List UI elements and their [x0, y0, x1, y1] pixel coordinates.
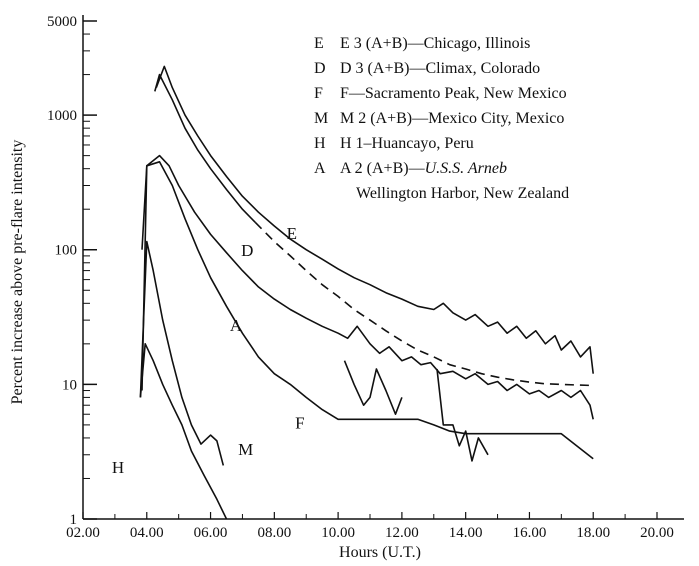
curves	[139, 65, 594, 520]
y-tick-label: 1000	[47, 108, 77, 124]
x-tick-label: 14.00	[449, 525, 483, 541]
y-ticks: 1 10 100 1000 5000	[47, 14, 97, 528]
y-tick-label: 5000	[47, 14, 77, 30]
x-tick-label: 18.00	[576, 525, 610, 541]
series-line	[343, 360, 403, 415]
legend-entry-d: D 3 (A+B)—Climax, Colorado	[340, 60, 540, 77]
y-tick-label: 1	[70, 512, 78, 528]
x-tick-label: 02.00	[66, 525, 100, 541]
x-tick-label: 16.00	[513, 525, 547, 541]
legend-entry-a: A 2 (A+B)—U.S.S. Arneb	[340, 160, 507, 177]
curve-label-h: H	[112, 458, 124, 477]
series-line-a	[141, 154, 594, 420]
legend-key-a: A	[314, 160, 326, 177]
series-line-m	[139, 240, 225, 466]
curve-label-d: D	[241, 241, 253, 260]
legend-entry-h: H 1–Huancayo, Peru	[340, 135, 474, 152]
series-line	[436, 368, 489, 462]
legend-entry-a-line2: Wellington Harbor, New Zealand	[356, 185, 569, 202]
legend-entry-f: F—Sacramento Peak, New Mexico	[340, 85, 567, 102]
legend-key-m: M	[314, 110, 328, 127]
series-line-d-dashed	[254, 221, 594, 387]
x-tick-label: 06.00	[194, 525, 228, 541]
x-tick-label: 10.00	[321, 525, 355, 541]
legend-key-e: E	[314, 35, 324, 52]
legend-key-d: D	[314, 60, 326, 77]
y-minor-ticks	[83, 20, 90, 479]
x-axis-title: Hours (U.T.)	[339, 544, 421, 561]
series-line-e	[155, 65, 594, 374]
curve-label-a: A	[230, 316, 243, 335]
x-tick-label: 04.00	[130, 525, 164, 541]
x-tick-label: 12.00	[385, 525, 419, 541]
curve-label-f: F	[295, 414, 304, 433]
series-line-d	[154, 73, 256, 223]
legend-key-h: H	[314, 135, 326, 152]
y-tick-label: 100	[55, 243, 78, 259]
legend-key-f: F	[314, 85, 323, 102]
curve-label-e: E	[287, 224, 297, 243]
legend: E E 3 (A+B)—Chicago, Illinois D D 3 (A+B)—C…	[314, 35, 569, 202]
legend-entry-m: M 2 (A+B)—Mexico City, Mexico	[340, 110, 564, 127]
y-axis-title: Percent increase above pre-flare intensi…	[9, 140, 26, 405]
x-ticks: 02.00 04.00 06.00 08.00 10.00 12.00 14.00 16.00…	[66, 512, 674, 541]
series-line-h	[139, 343, 228, 520]
x-tick-label: 20.00	[640, 525, 674, 541]
legend-entry-e: E 3 (A+B)—Chicago, Illinois	[340, 35, 530, 52]
series-line-f	[141, 161, 594, 460]
curve-label-m: M	[238, 440, 253, 459]
axes	[82, 15, 684, 520]
x-tick-label: 08.00	[257, 525, 291, 541]
legend-entry-italic: U.S.S. Arneb	[425, 160, 507, 177]
y-tick-label: 10	[62, 377, 77, 393]
curve-labels: E D A F M H	[112, 224, 305, 477]
